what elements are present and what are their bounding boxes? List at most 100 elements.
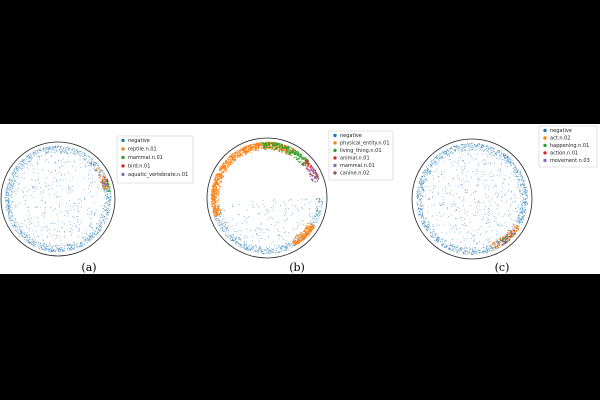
data-point — [292, 152, 294, 154]
data-point — [505, 163, 507, 165]
data-point — [310, 222, 312, 224]
data-point — [420, 184, 422, 186]
data-point — [301, 207, 303, 209]
data-point — [214, 183, 217, 186]
data-point — [33, 185, 35, 187]
data-point — [216, 215, 218, 217]
data-point — [421, 187, 422, 189]
data-point — [259, 228, 261, 230]
data-point — [431, 164, 432, 166]
data-point — [266, 148, 268, 150]
data-point — [220, 213, 223, 215]
data-point — [222, 222, 224, 224]
data-point — [483, 174, 485, 176]
data-point — [250, 247, 252, 248]
data-point — [518, 215, 519, 216]
data-point — [465, 145, 467, 147]
legend-marker — [121, 172, 125, 177]
data-point — [268, 219, 269, 221]
data-point — [63, 223, 65, 225]
data-point — [285, 249, 287, 251]
data-point — [309, 175, 312, 178]
data-point — [305, 236, 307, 239]
data-point — [285, 244, 287, 246]
data-point — [478, 201, 480, 203]
data-point — [481, 145, 483, 147]
data-point — [26, 157, 28, 158]
data-point — [21, 228, 23, 230]
data-point — [20, 168, 22, 170]
data-point — [83, 155, 85, 157]
data-point — [89, 225, 91, 227]
data-point — [493, 244, 495, 246]
data-point — [278, 238, 280, 240]
data-point — [434, 164, 436, 166]
data-point — [454, 245, 456, 247]
data-point — [104, 189, 106, 191]
data-point — [475, 173, 477, 175]
data-point — [260, 250, 262, 252]
data-point — [16, 168, 18, 170]
data-point — [487, 220, 489, 221]
data-point — [462, 178, 464, 180]
data-point — [69, 200, 70, 201]
data-point — [503, 178, 505, 180]
data-point — [266, 208, 268, 210]
data-point — [265, 146, 267, 149]
data-point — [486, 179, 488, 181]
data-point — [244, 241, 246, 243]
data-point — [218, 182, 221, 184]
data-point — [464, 251, 466, 253]
data-point — [222, 176, 225, 178]
data-point — [16, 226, 18, 227]
data-point — [90, 165, 92, 167]
data-point — [419, 208, 421, 209]
data-point — [21, 177, 23, 179]
data-point — [427, 211, 428, 213]
data-point — [24, 232, 26, 234]
data-point — [239, 243, 241, 245]
data-point — [212, 190, 214, 192]
data-point — [27, 241, 29, 242]
data-point — [94, 165, 96, 167]
data-point — [240, 245, 242, 247]
data-point — [259, 250, 261, 252]
data-point — [429, 197, 430, 199]
data-point — [466, 237, 468, 239]
data-point — [218, 224, 220, 226]
data-point — [33, 244, 35, 246]
data-point — [214, 188, 216, 190]
data-point — [28, 230, 30, 232]
data-point — [51, 251, 53, 253]
data-point — [75, 170, 77, 171]
data-point — [268, 235, 270, 237]
data-point — [213, 205, 215, 208]
data-point — [298, 157, 301, 159]
data-point — [61, 247, 63, 248]
data-point — [497, 242, 498, 244]
data-point — [453, 202, 455, 204]
data-point — [9, 186, 11, 188]
data-point — [217, 221, 219, 223]
data-point — [288, 232, 290, 234]
data-point — [475, 250, 477, 252]
data-point — [7, 189, 9, 191]
data-point — [91, 195, 93, 197]
data-point — [8, 214, 9, 216]
data-point — [79, 198, 81, 200]
data-point — [217, 198, 220, 200]
data-point — [279, 251, 281, 253]
data-point — [493, 215, 495, 217]
data-point — [284, 215, 286, 217]
data-point — [493, 148, 495, 149]
data-point — [293, 244, 295, 246]
data-point — [108, 198, 110, 200]
data-point — [43, 249, 45, 250]
data-point — [492, 187, 494, 188]
data-point — [100, 170, 103, 172]
data-point — [318, 212, 320, 214]
data-point — [488, 152, 490, 154]
data-point — [271, 248, 273, 250]
data-point — [422, 222, 424, 224]
data-point — [91, 185, 93, 187]
